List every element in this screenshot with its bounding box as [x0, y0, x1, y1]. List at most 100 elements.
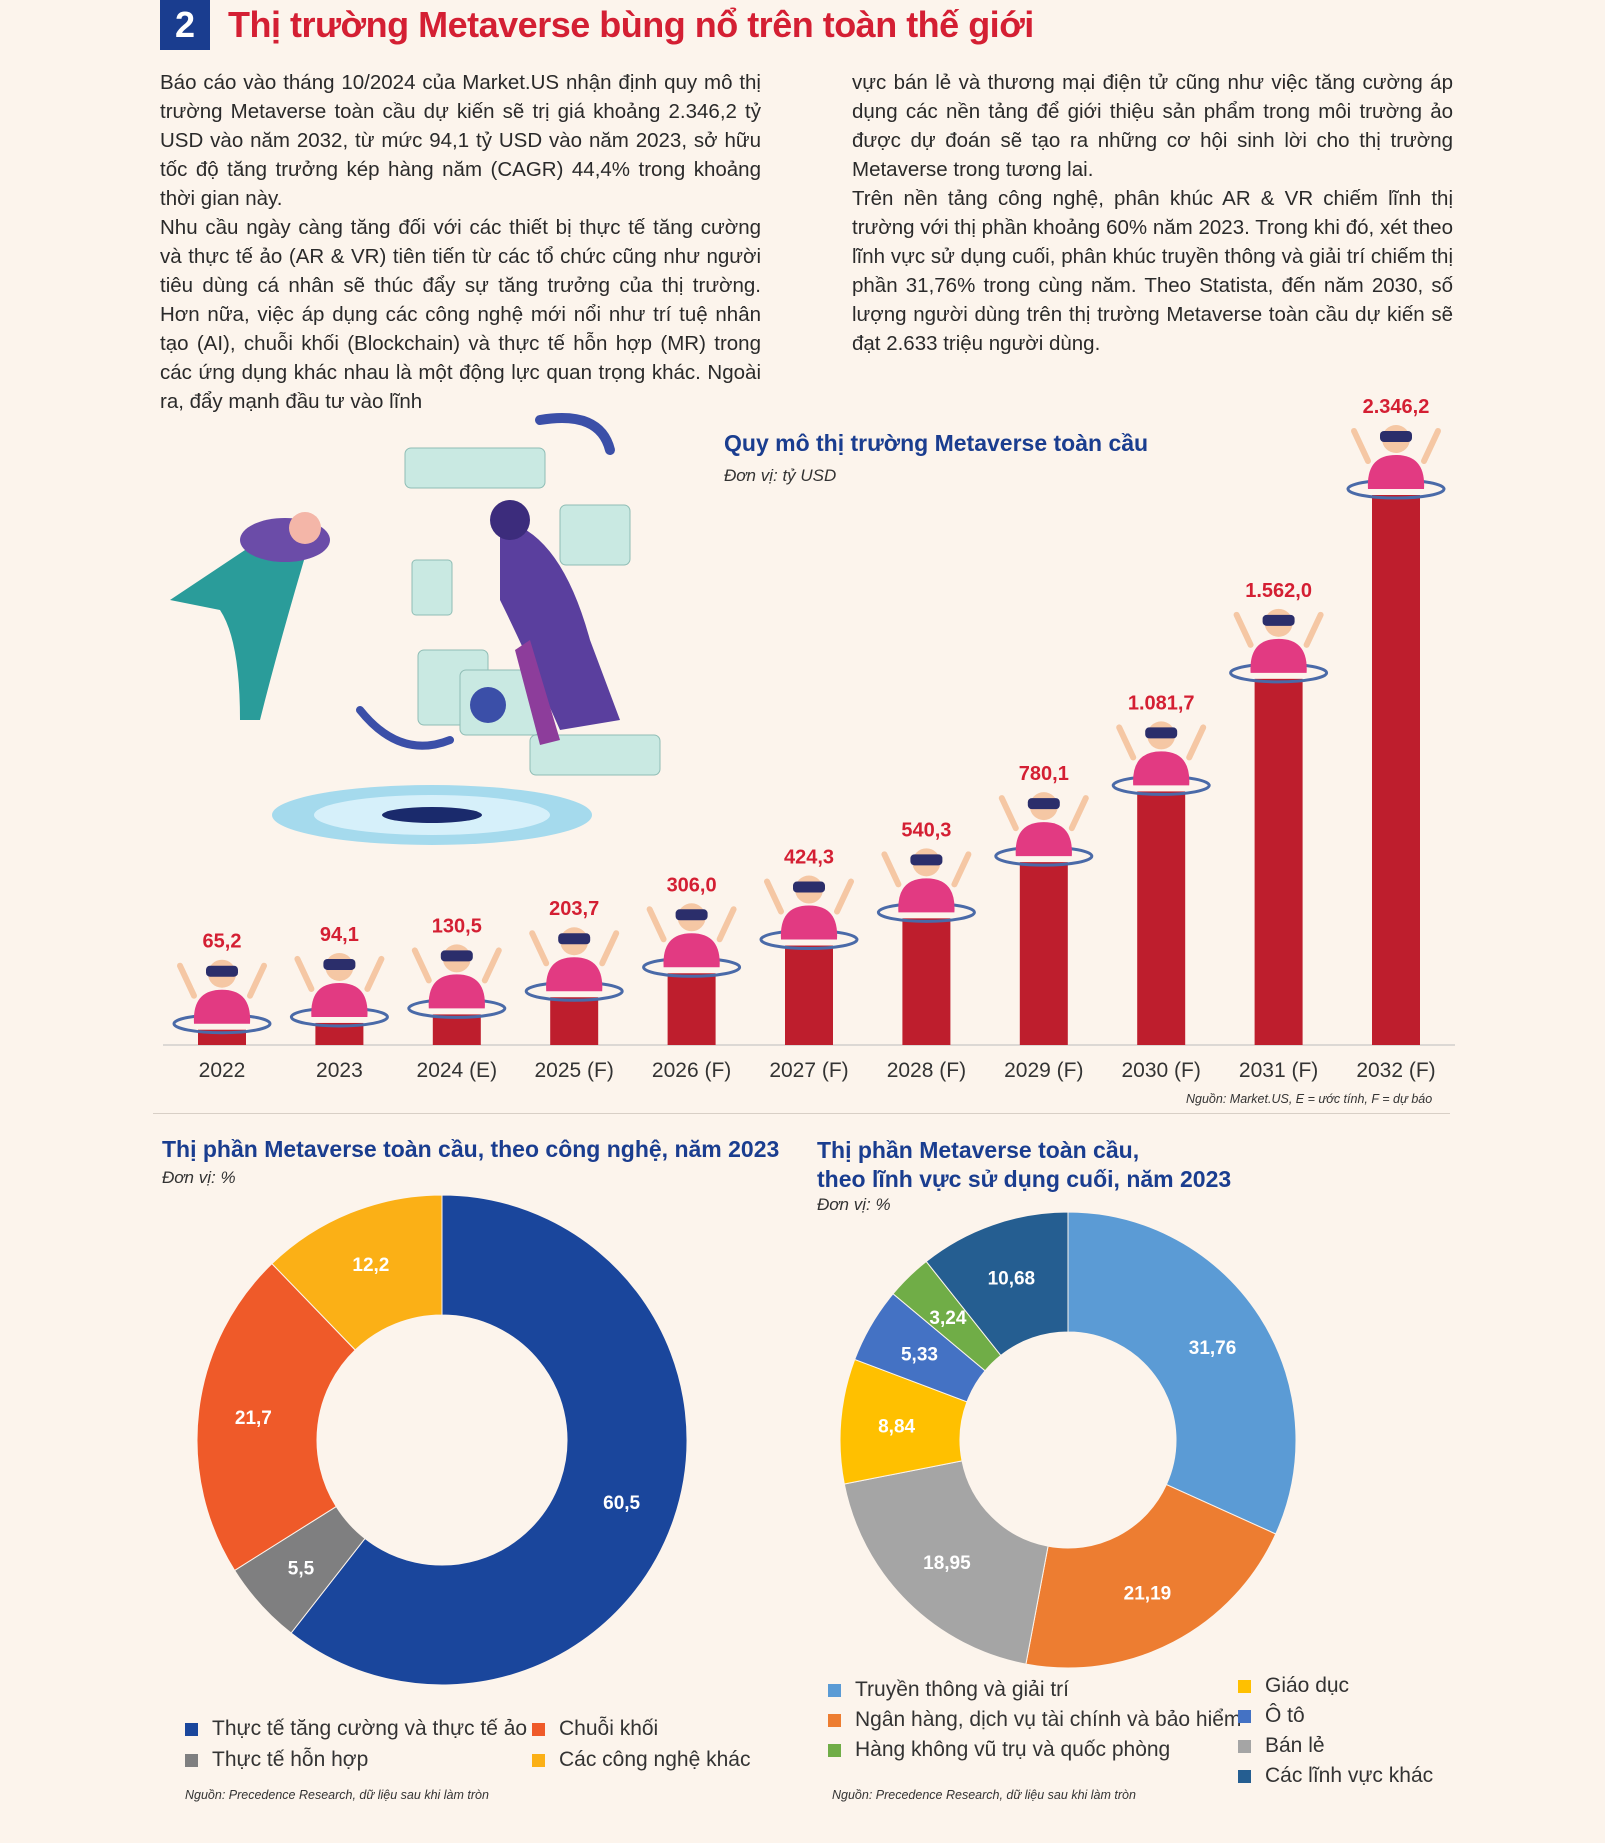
legend-item: Ô tô: [1238, 1704, 1305, 1728]
paragraph: vực bán lẻ và thương mại điện tử cũng nh…: [852, 71, 1453, 181]
donut-enduse-unit: Đơn vị: %: [817, 1195, 891, 1214]
bar: [785, 945, 833, 1045]
legend-item: Chuỗi khối: [532, 1717, 658, 1741]
legend-label: Giáo dục: [1265, 1674, 1350, 1697]
x-tick-label: 2023: [316, 1059, 363, 1082]
donut-tech-unit: Đơn vị: %: [162, 1168, 236, 1187]
legend-swatch: [1238, 1769, 1251, 1783]
donut-tech-source: Nguồn: Precedence Research, dữ liệu sau …: [185, 1788, 489, 1802]
vr-avatar-icon: [407, 944, 507, 1019]
vr-avatar-icon: [759, 875, 859, 951]
x-tick-label: 2028 (F): [887, 1059, 966, 1082]
bar-value-label: 424,3: [784, 847, 834, 869]
legend-item: Các lĩnh vực khác: [1238, 1764, 1433, 1788]
donut-slice: [290, 1194, 688, 1686]
vr-avatar-icon: [1229, 608, 1329, 684]
bar: [1019, 862, 1068, 1045]
bar-value-label: 540,3: [901, 819, 951, 841]
bar-value-label: 203,7: [549, 898, 599, 920]
bar: [550, 997, 599, 1045]
legend-item: Ngân hàng, dịch vụ tài chính và bảo hiểm: [828, 1708, 1241, 1732]
slice-value-label: 60,5: [603, 1493, 640, 1514]
article-text-left: Báo cáo vào tháng 10/2024 của Market.US …: [160, 68, 761, 416]
donut-enduse-source: Nguồn: Precedence Research, dữ liệu sau …: [832, 1788, 1136, 1802]
bar-value-label: 2.346,2: [1363, 396, 1430, 418]
divider: [153, 1113, 1450, 1114]
bar: [432, 1014, 481, 1045]
paragraph: Trên nền tảng công nghệ, phân khúc AR & …: [852, 187, 1453, 355]
legend-swatch: [185, 1753, 198, 1767]
legend-swatch: [532, 1753, 545, 1767]
x-tick-label: 2030 (F): [1122, 1059, 1201, 1082]
bar-value-label: 1.081,7: [1128, 692, 1195, 714]
legend-item: Hàng không vũ trụ và quốc phòng: [828, 1738, 1170, 1762]
x-tick-label: 2026 (F): [652, 1059, 731, 1082]
slice-value-label: 21,19: [1124, 1584, 1172, 1605]
section-title: Thị trường Metaverse bùng nổ trên toàn t…: [228, 4, 1034, 45]
donut-slice: [196, 1262, 356, 1572]
x-tick-label: 2025 (F): [535, 1059, 614, 1082]
vr-avatar-icon: [289, 952, 389, 1028]
bar: [1137, 791, 1186, 1045]
legend-swatch: [1238, 1709, 1251, 1723]
donut-enduse-title-line: theo lĩnh vực sử dụng cuối, năm 2023: [817, 1166, 1232, 1192]
legend-label: Chuỗi khối: [559, 1717, 659, 1740]
vr-avatar-icon: [172, 959, 272, 1035]
donut-slice: [1067, 1211, 1297, 1535]
legend-swatch: [1238, 1679, 1251, 1693]
bar-chart-title: Quy mô thị trường Metaverse toàn cầu: [724, 430, 1149, 456]
bar: [315, 1022, 364, 1045]
bar-value-label: 1.562,0: [1245, 580, 1312, 602]
donut-enduse-title: Thị phần Metaverse toàn cầu, theo lĩnh v…: [817, 1136, 1231, 1194]
bar-chart-unit: Đơn vị: tỷ USD: [724, 466, 837, 485]
vr-avatar-icon: [994, 792, 1094, 867]
x-tick-label: 2022: [199, 1059, 246, 1082]
legend-label: Bán lẻ: [1265, 1734, 1325, 1757]
x-tick-label: 2029 (F): [1004, 1059, 1083, 1082]
legend-item: Thực tế hỗn hợp: [185, 1748, 368, 1772]
vr-avatar-icon: [876, 848, 976, 923]
legend-label: Ngân hàng, dịch vụ tài chính và bảo hiểm: [855, 1708, 1242, 1731]
slice-value-label: 31,76: [1189, 1338, 1237, 1359]
section-number: 2: [160, 0, 210, 50]
legend-item: Thực tế tăng cường và thực tế ảo: [185, 1717, 527, 1741]
vr-avatar-icon: [524, 927, 624, 1002]
slice-value-label: 18,95: [923, 1553, 971, 1574]
bar: [902, 918, 951, 1045]
bar: [1254, 678, 1303, 1045]
slice-value-label: 10,68: [988, 1269, 1036, 1290]
slice-value-label: 5,5: [288, 1558, 315, 1579]
slice-value-label: 12,2: [352, 1255, 389, 1276]
x-tick-label: 2024 (E): [417, 1059, 498, 1082]
legend-label: Các lĩnh vực khác: [1265, 1764, 1434, 1787]
bar-value-label: 65,2: [203, 931, 242, 953]
legend-item: Giáo dục: [1238, 1674, 1349, 1698]
legend-label: Truyền thông và giải trí: [855, 1678, 1069, 1701]
bar: [1372, 495, 1420, 1045]
bar-value-label: 780,1: [1019, 763, 1069, 785]
legend-label: Thực tế hỗn hợp: [212, 1748, 369, 1771]
slice-value-label: 21,7: [235, 1408, 272, 1429]
x-tick-label: 2027 (F): [769, 1059, 848, 1082]
bar-value-label: 94,1: [320, 924, 359, 946]
legend-label: Hàng không vũ trụ và quốc phòng: [855, 1738, 1171, 1761]
paragraph: Nhu cầu ngày càng tăng đối với các thiết…: [160, 216, 761, 413]
legend-label: Ô tô: [1265, 1704, 1305, 1727]
x-tick-label: 2031 (F): [1239, 1059, 1318, 1082]
donut-slice: [843, 1460, 1049, 1665]
donut-enduse-title-line: Thị phần Metaverse toàn cầu,: [817, 1137, 1140, 1163]
x-tick-label: 2032 (F): [1356, 1059, 1435, 1082]
donut-slice: [271, 1194, 443, 1351]
legend-swatch: [828, 1683, 841, 1697]
vr-avatar-icon: [1346, 425, 1446, 500]
donut-slice: [925, 1211, 1069, 1357]
bar-value-label: 306,0: [667, 874, 717, 896]
legend-swatch: [1238, 1739, 1251, 1753]
article-text-right: vực bán lẻ và thương mại điện tử cũng nh…: [852, 68, 1453, 358]
legend-item: Các công nghệ khác: [532, 1748, 750, 1772]
legend-item: Bán lẻ: [1238, 1734, 1325, 1758]
legend-swatch: [828, 1713, 841, 1727]
